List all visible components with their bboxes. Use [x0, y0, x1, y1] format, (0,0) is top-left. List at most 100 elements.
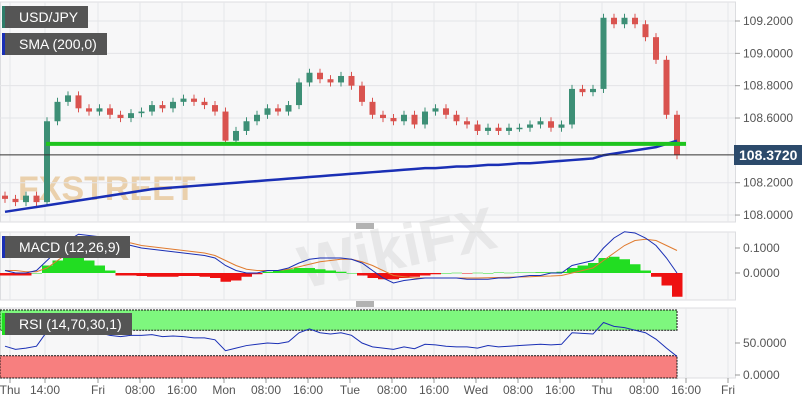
macd-histogram-bar [21, 273, 32, 276]
macd-histogram-bar [136, 273, 147, 276]
candle-body [44, 121, 50, 203]
macd-histogram-bar [294, 268, 305, 273]
candle-body [348, 75, 355, 86]
candle-body [201, 101, 208, 106]
macd-histogram-bar [577, 265, 588, 273]
macd-histogram-bar [252, 273, 263, 275]
x-tick-label: 08:00 [125, 383, 155, 397]
macd-histogram-bar [357, 273, 368, 276]
candle-body [264, 108, 271, 115]
candle-body [611, 17, 617, 25]
candle-body [432, 108, 439, 112]
candle-body [191, 98, 197, 102]
candle-body [600, 17, 607, 89]
macd-histogram-bar [430, 273, 441, 275]
x-tick-label: Wed [464, 383, 488, 397]
candle-body [621, 17, 628, 25]
x-tick-label: 16:00 [293, 383, 323, 397]
macd-histogram-bar [462, 273, 473, 274]
macd-histogram-bar [567, 268, 578, 273]
macd-histogram-bar [0, 273, 11, 276]
macd-histogram-bar [73, 255, 84, 273]
macd-histogram-bar [598, 258, 609, 273]
macd-histogram-bar [189, 273, 200, 276]
macd-histogram-bar [451, 272, 462, 274]
candle-body [474, 124, 481, 131]
oversold-zone [0, 355, 678, 379]
candle-body [380, 114, 386, 119]
y-tick-label: 109.0000 [743, 46, 793, 60]
macd-histogram-bar [52, 260, 63, 273]
macd-histogram-bar [147, 273, 158, 277]
macd-histogram-bar [178, 273, 189, 276]
sma-label: SMA (200,0) [2, 33, 107, 55]
macd-histogram-bar [388, 273, 399, 280]
macd-histogram-bar [504, 272, 515, 274]
macd-histogram-bar [126, 273, 137, 276]
y-tick-label: 108.2000 [743, 176, 793, 190]
macd-histogram-bar [346, 273, 357, 274]
candle-body [23, 195, 29, 203]
candle-body [75, 95, 82, 109]
candle-body [212, 105, 218, 112]
macd-histogram-bar [336, 271, 347, 273]
macd-histogram-bar [640, 270, 651, 273]
current-price-tag: 108.3720 [734, 145, 803, 165]
macd-histogram-bar [619, 259, 630, 273]
candle-body [422, 111, 428, 125]
candle-body [653, 37, 659, 60]
candle-body [2, 195, 8, 199]
candle-body [254, 114, 260, 122]
candle-body [411, 114, 418, 125]
candle-body [306, 72, 313, 83]
macd-histogram-bar [367, 273, 378, 278]
candle-body [180, 98, 187, 102]
macd-histogram-bar [672, 273, 683, 297]
candle-body [296, 82, 302, 106]
candle-body [222, 111, 229, 141]
macd-histogram-bar [441, 273, 452, 274]
candle-body [243, 121, 250, 131]
macd-histogram-bar [399, 273, 410, 278]
overbought-zone [0, 309, 678, 331]
candle-body [632, 17, 638, 25]
x-tick-label: Fri [721, 383, 735, 397]
candle-body [464, 121, 470, 125]
candle-body [149, 105, 155, 112]
candle-body [117, 114, 124, 119]
x-tick-label: Mon [212, 383, 235, 397]
x-tick-label: 08:00 [503, 383, 533, 397]
x-tick-label: Thu [592, 383, 613, 397]
macd-histogram-bar [535, 272, 546, 273]
candle-body [390, 118, 397, 122]
macd-histogram-bar [63, 256, 74, 273]
candle-body [285, 105, 292, 112]
x-tick-label: 08:00 [629, 383, 659, 397]
candle-body [54, 101, 61, 122]
macd-label: MACD (12,26,9) [2, 236, 131, 258]
candle-body [338, 75, 344, 83]
x-tick-label: 08:00 [377, 383, 407, 397]
sma-line [4, 139, 678, 214]
x-tick-label: 08:00 [251, 383, 281, 397]
candle-body [128, 113, 134, 119]
candle-body [275, 108, 281, 112]
candle-body [516, 127, 523, 130]
macd-histogram-bar [31, 273, 42, 274]
macd-histogram-bar [378, 273, 389, 280]
macd-histogram-bar [199, 273, 210, 277]
y-tick-label: 108.6000 [743, 111, 793, 125]
macd-histogram-bar [273, 270, 284, 273]
macd-histogram-bar [231, 273, 242, 281]
x-tick-label: Thu [0, 383, 20, 397]
macd-histogram-bar [493, 272, 504, 273]
macd-histogram-bar [409, 273, 420, 277]
macd-histogram-bar [115, 273, 126, 276]
macd-histogram-bar [283, 269, 294, 273]
rsi-line [4, 321, 678, 357]
candle-body [96, 108, 103, 112]
candle-body [642, 24, 649, 38]
macd-histogram-bar [525, 272, 536, 273]
